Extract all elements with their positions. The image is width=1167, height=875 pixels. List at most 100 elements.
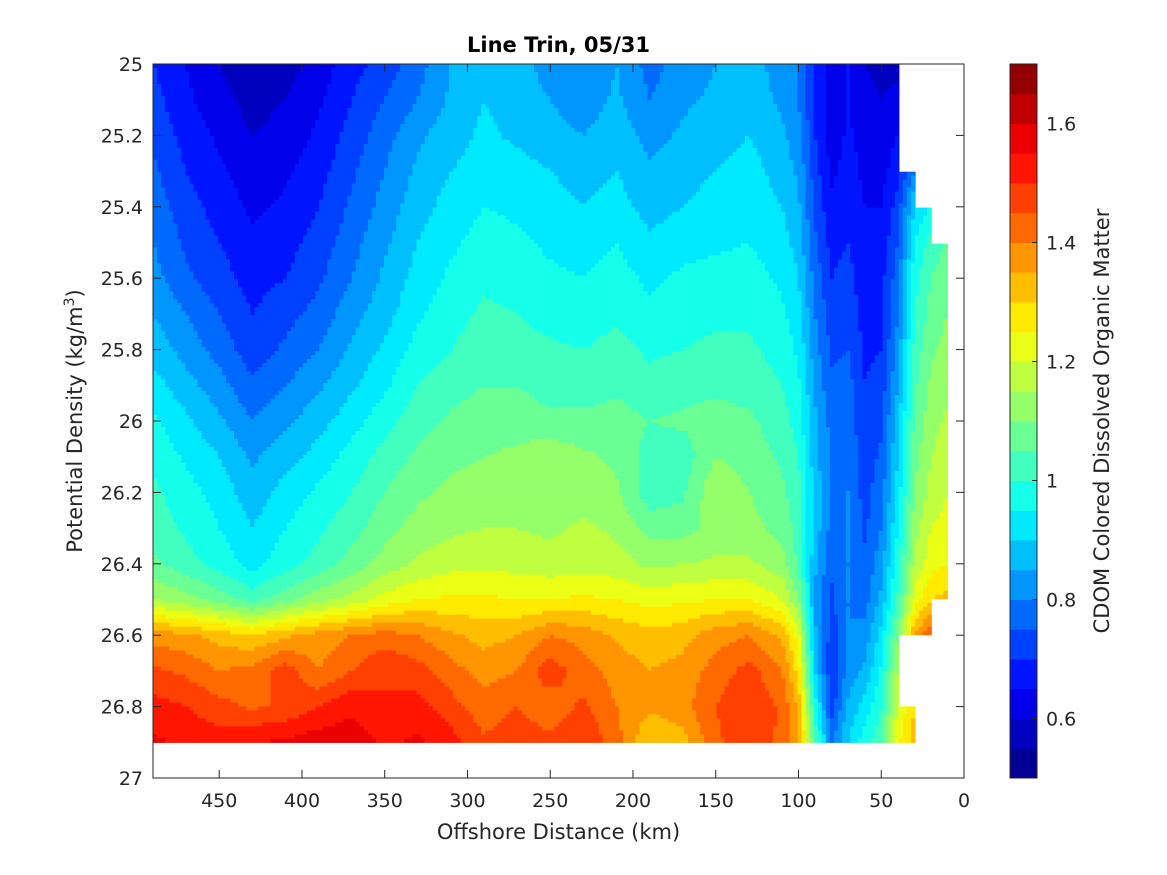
contour-cell [157,156,162,161]
contour-cell [733,160,738,165]
contour-cell [339,92,344,97]
contour-cell [741,100,746,105]
contour-cell [210,168,215,173]
contour-cell [360,168,365,173]
contour-cell [348,168,353,173]
contour-cell [530,152,535,157]
contour-cell [757,140,762,145]
contour-cell [275,92,280,97]
contour-cell [404,144,409,149]
contour-cell [185,120,190,125]
contour-cell [238,92,243,97]
contour-cell [335,120,340,125]
contour-cell [611,88,616,93]
contour-cell [222,140,227,145]
contour-cell [477,104,482,109]
contour-cell [368,108,373,113]
contour-cell [850,112,855,117]
contour-cell [416,76,421,81]
contour-cell [879,108,884,113]
contour-cell [214,152,219,157]
contour-cell [652,144,657,149]
contour-cell [895,100,900,105]
contour-cell [810,100,815,105]
contour-cell [854,104,859,109]
contour-cell [562,132,567,137]
contour-cell [400,128,405,133]
contour-cell [242,80,247,85]
contour-cell [441,104,446,109]
contour-cell [773,104,778,109]
contour-cell [688,144,693,149]
contour-cell [830,156,835,161]
contour-cell [826,92,831,97]
contour-cell [773,64,778,69]
contour-cell [850,120,855,125]
contour-cell [595,112,600,117]
contour-cell [457,72,462,77]
contour-cell [631,120,636,125]
contour-cell [348,96,353,101]
contour-cell [874,144,879,149]
contour-cell [785,80,790,85]
contour-cell [656,80,661,85]
contour-cell [384,140,389,145]
contour-cell [331,108,336,113]
contour-cell [214,92,219,97]
contour-cell [688,156,693,161]
contour-cell [668,152,673,157]
contour-cell [554,164,559,169]
contour-cell [218,80,223,85]
contour-cell [656,152,661,157]
contour-cell [502,80,507,85]
contour-cell [887,140,892,145]
contour-cell [372,140,377,145]
contour-cell [546,116,551,121]
contour-cell [591,164,596,169]
contour-cell [818,120,823,125]
contour-cell [785,144,790,149]
contour-cell [777,108,782,113]
contour-cell [542,84,547,89]
contour-cell [271,120,276,125]
contour-cell [416,64,421,69]
contour-cell [769,156,774,161]
contour-cell [692,72,697,77]
contour-cell [566,152,571,157]
contour-cell [518,164,523,169]
contour-cell [587,148,592,153]
contour-cell [785,76,790,81]
contour-cell [161,148,166,153]
contour-cell [672,160,677,165]
contour-cell [311,68,316,73]
contour-cell [477,160,482,165]
contour-cell [279,160,284,165]
contour-cell [250,92,255,97]
contour-cell [672,116,677,121]
contour-cell [684,72,689,77]
contour-cell [591,116,596,121]
contour-cell [566,108,571,113]
contour-cell [445,148,450,153]
contour-cell [850,116,855,121]
contour-cell [230,132,235,137]
contour-cell [506,76,511,81]
contour-cell [498,144,503,149]
contour-cell [169,84,174,89]
contour-cell [177,88,182,93]
contour-cell [887,100,892,105]
contour-cell [806,156,811,161]
contour-cell [481,76,486,81]
contour-cell [485,96,490,101]
contour-cell [631,104,636,109]
contour-cell [749,80,754,85]
contour-cell [319,120,324,125]
contour-cell [891,164,896,169]
contour-cell [489,92,494,97]
contour-cell [400,164,405,169]
contour-cell [498,136,503,141]
contour-cell [461,124,466,129]
contour-cell [599,120,604,125]
contour-cell [477,72,482,77]
contour-cell [279,124,284,129]
